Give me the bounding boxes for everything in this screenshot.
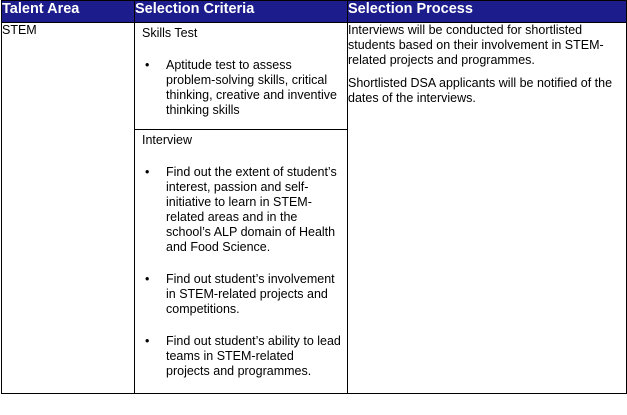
list-item: • Find out the extent of student’s inter… — [142, 165, 341, 255]
header-selection-criteria: Selection Criteria — [134, 0, 348, 23]
selection-process-cell: Interviews will be conducted for shortli… — [347, 22, 627, 394]
list-item-text: Find out student’s involvement in STEM-r… — [166, 272, 335, 316]
skills-test-section: Skills Test • Aptitude test to assess pr… — [135, 23, 347, 130]
list-item: • Find out student’s involvement in STEM… — [142, 272, 341, 317]
interview-title: Interview — [142, 133, 193, 147]
process-paragraph: Interviews will be conducted for shortli… — [348, 23, 604, 67]
header-selection-process: Selection Process — [347, 0, 627, 23]
dsa-selection-table: Talent Area Selection Criteria Selection… — [1, 0, 627, 394]
interview-section: Interview • Find out the extent of stude… — [135, 130, 347, 393]
list-item-text: Find out the extent of student’s interes… — [166, 165, 337, 254]
skills-test-title: Skills Test — [142, 26, 198, 40]
talent-area-cell: STEM — [1, 22, 135, 394]
bullet-icon: • — [145, 334, 150, 348]
interview-list: • Find out the extent of student’s inter… — [142, 165, 341, 379]
table-row: STEM Skills Test • Aptitude test to asse… — [1, 22, 627, 394]
list-item: • Aptitude test to assess problem-solvin… — [142, 58, 341, 118]
talent-area-value: STEM — [2, 23, 37, 37]
list-item-text: Find out student’s ability to lead teams… — [166, 334, 341, 378]
list-item-text: Aptitude test to assess problem-solving … — [166, 58, 337, 117]
header-talent-area: Talent Area — [1, 0, 135, 23]
process-paragraph: Shortlisted DSA applicants will be notif… — [348, 76, 613, 105]
selection-criteria-cell: Skills Test • Aptitude test to assess pr… — [134, 22, 348, 394]
list-item: • Find out student’s ability to lead tea… — [142, 334, 341, 379]
bullet-icon: • — [145, 165, 150, 179]
skills-test-list: • Aptitude test to assess problem-solvin… — [142, 58, 341, 118]
bullet-icon: • — [145, 58, 150, 72]
bullet-icon: • — [145, 272, 150, 286]
header-row: Talent Area Selection Criteria Selection… — [1, 0, 627, 23]
